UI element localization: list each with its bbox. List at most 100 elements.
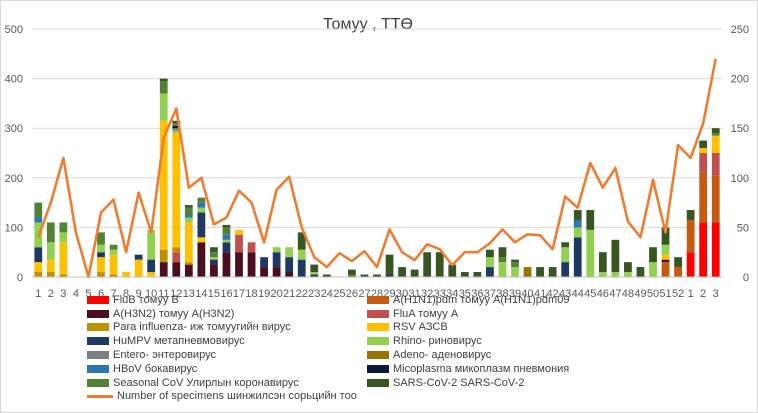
legend-swatch — [367, 378, 389, 387]
legend-label: FluB томуу B — [113, 293, 179, 306]
left-y-tick-label: 500 — [5, 24, 23, 36]
x-tick-label: 18 — [245, 288, 257, 300]
bar-segment — [699, 153, 708, 173]
bar-segment — [34, 217, 43, 223]
legend-row: FluB томуу B A(H1N1)pdm томуу A(H1N1)pdm0… — [87, 293, 647, 307]
bar-segment — [573, 210, 582, 220]
x-tick-label: 21 — [283, 288, 295, 300]
bar-segment — [711, 135, 720, 153]
x-tick-label: 50 — [647, 288, 659, 300]
bar-segment — [159, 78, 168, 82]
bar-segment — [172, 252, 181, 263]
bar-segment — [385, 274, 394, 277]
x-tick-label: 39 — [509, 288, 521, 300]
x-tick-label: 1 — [35, 288, 41, 300]
bar-segment — [611, 239, 620, 273]
bar-segment — [184, 207, 193, 215]
bar-segment — [711, 133, 720, 136]
right-y-tick-label: 100 — [731, 173, 749, 185]
x-tick-label: 14 — [195, 288, 207, 300]
bar-segment — [46, 242, 55, 260]
x-tick-label: 52 — [672, 288, 684, 300]
bar-segment — [46, 259, 55, 273]
bar-segment — [310, 264, 319, 273]
legend-item: Micoplasma микоплазм пневмония — [367, 363, 647, 375]
bar-segment — [272, 252, 281, 268]
bar-segment — [322, 274, 331, 277]
left-y-tick-label: 300 — [5, 123, 23, 135]
bar-segment — [423, 252, 432, 277]
bar-segment — [297, 249, 306, 260]
bar-segment — [222, 242, 231, 253]
x-tick-label: 33 — [434, 288, 446, 300]
bar-segment — [598, 272, 607, 277]
bar-segment — [649, 262, 657, 277]
bar-segment — [59, 232, 68, 243]
bar-segment — [711, 153, 720, 176]
x-tick-label: 47 — [609, 288, 621, 300]
x-tick-label: 44 — [572, 288, 584, 300]
legend-item: A(H1N1)pdm томуу A(H1N1)pdm09 — [367, 294, 647, 306]
legend-row: HuMPV метапневмовирус Rhino- риновирус — [87, 334, 647, 348]
legend-item: FluA томуу A — [367, 308, 647, 320]
bar-segment — [210, 257, 218, 260]
bar-segment — [34, 272, 43, 277]
bar-segment — [624, 262, 632, 273]
legend-label: Para influenza- иж томуугийн вирус — [113, 321, 291, 334]
bar-segment — [448, 264, 457, 277]
bar-segment — [197, 212, 206, 238]
bar-segment — [699, 172, 708, 223]
bar-segment — [573, 219, 582, 228]
bar-segment — [210, 252, 218, 258]
legend-label: Number of specimens шинжилсэн сорьцийн т… — [117, 390, 357, 403]
bar-segment — [573, 227, 582, 238]
x-tick-label: 20 — [271, 288, 283, 300]
legend: FluB томуу B A(H1N1)pdm томуу A(H1N1)pdm0… — [87, 293, 647, 403]
bar-segment — [348, 269, 356, 275]
legend-label: HuMPV метапневмовирус — [113, 335, 245, 348]
legend-swatch — [87, 378, 109, 387]
bar-segment — [210, 247, 218, 253]
bar-segment — [109, 254, 118, 275]
legend-item: Para influenza- иж томуугийн вирус — [87, 321, 367, 333]
right-y-tick-label: 50 — [737, 222, 749, 234]
bar-segment — [661, 259, 670, 263]
x-tick-label: 40 — [521, 288, 533, 300]
x-tick-label: 22 — [296, 288, 308, 300]
right-y-tick-label: 0 — [743, 272, 749, 284]
x-tick-label: 15 — [208, 288, 220, 300]
bar-segment — [711, 175, 720, 223]
x-tick-label: 3 — [60, 288, 66, 300]
x-tick-label: 12 — [170, 288, 182, 300]
bar-segment — [611, 272, 620, 277]
legend-swatch — [87, 351, 109, 360]
x-tick-label: 38 — [496, 288, 508, 300]
bar-segment — [548, 267, 557, 277]
bar-segment — [310, 272, 319, 275]
legend-swatch — [367, 323, 389, 332]
bar-segment — [97, 252, 105, 258]
bar-segment — [573, 237, 582, 277]
legend-label: FluA томуу A — [393, 307, 459, 320]
x-tick-label: 17 — [233, 288, 245, 300]
legend-row: A(H3N2) томуу A(H3N2) FluA томуу A — [87, 307, 647, 321]
bar-segment — [184, 222, 193, 263]
legend-swatch — [367, 351, 389, 360]
x-tick-label: 11 — [158, 288, 169, 300]
x-tick-label: 45 — [584, 288, 596, 300]
bar-segment — [197, 197, 206, 203]
x-tick-label: 10 — [145, 288, 157, 300]
legend-row: Seasonal CoV Улирлын коронавирус SARS-CoV… — [87, 376, 647, 390]
bar-segment — [586, 229, 595, 277]
bar-segment — [511, 262, 519, 268]
bar-segment — [172, 247, 181, 253]
bar-segment — [46, 222, 55, 243]
x-tick-label: 13 — [183, 288, 195, 300]
bar-segment — [360, 274, 369, 277]
bar-segment — [511, 267, 519, 277]
bar-segment — [310, 274, 319, 277]
bar-segment — [473, 272, 482, 277]
legend-label: HBoV бокавирус — [113, 362, 198, 375]
bar-segment — [59, 222, 68, 233]
bar-segment — [159, 249, 168, 263]
